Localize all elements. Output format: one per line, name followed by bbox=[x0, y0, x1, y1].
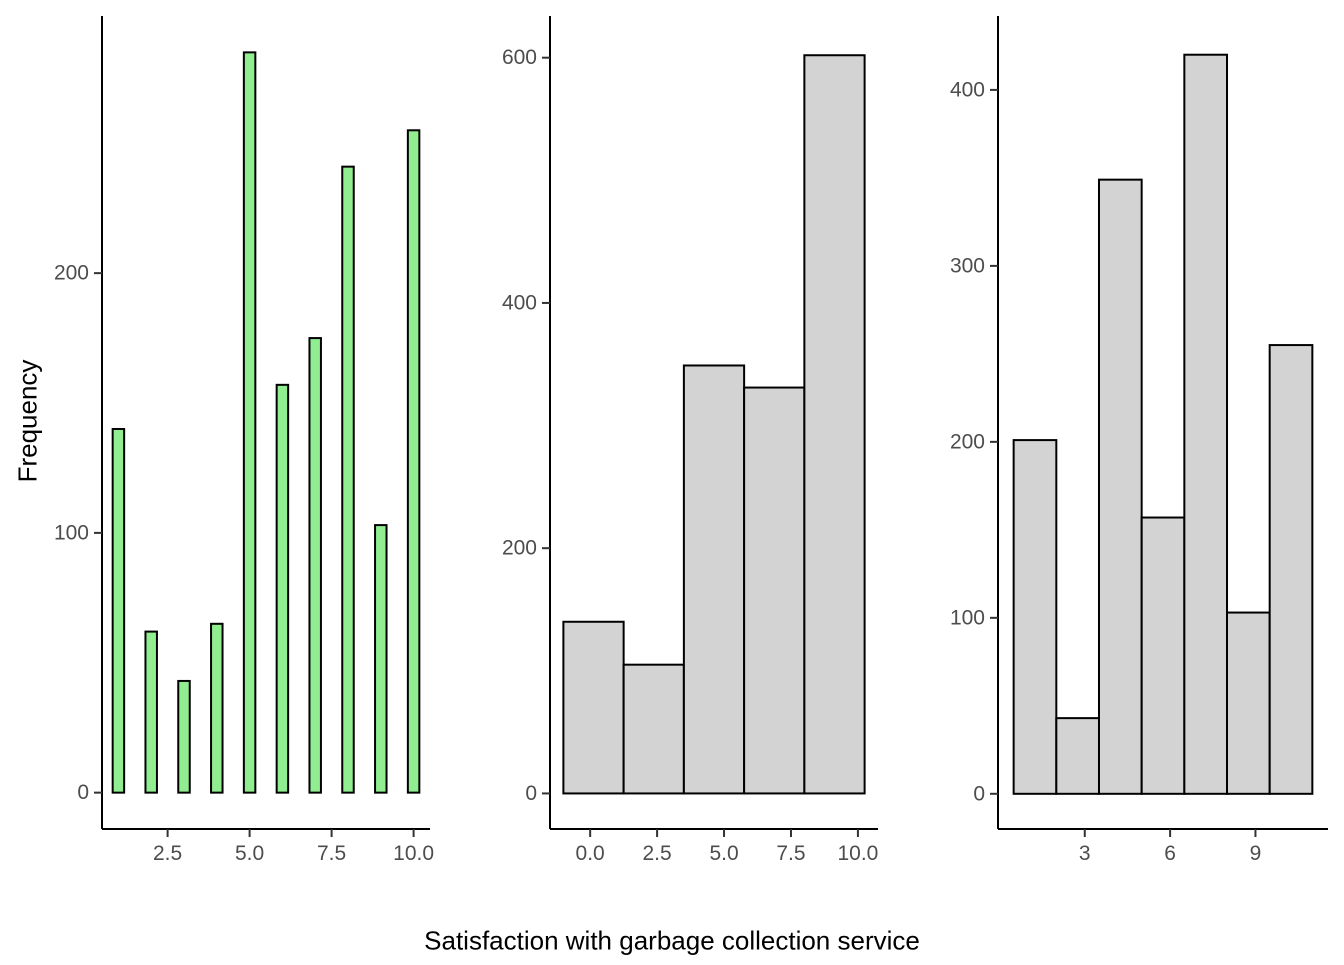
y-axis-title: Frequency bbox=[12, 359, 43, 483]
x-tick-label: 6 bbox=[1164, 842, 1176, 865]
x-tick-label: 10.0 bbox=[837, 842, 878, 865]
y-tick-label: 100 bbox=[54, 521, 89, 544]
bar bbox=[275, 383, 290, 794]
y-tick-label: 200 bbox=[502, 537, 537, 560]
y-tick-label: 200 bbox=[950, 430, 985, 453]
bar bbox=[1097, 178, 1143, 795]
y-tick-label: 400 bbox=[950, 78, 985, 101]
x-tick-label: 7.5 bbox=[317, 842, 346, 865]
bar bbox=[1055, 717, 1100, 795]
bar bbox=[406, 129, 421, 794]
bar bbox=[1183, 53, 1229, 795]
y-tick-label: 400 bbox=[502, 291, 537, 314]
y-tick-label: 0 bbox=[973, 782, 985, 805]
y-tick-label: 300 bbox=[950, 254, 985, 277]
bar bbox=[242, 51, 257, 794]
x-tick-label: 7.5 bbox=[776, 842, 805, 865]
x-tick-label: 5.0 bbox=[235, 842, 264, 865]
bar bbox=[374, 524, 388, 794]
bar bbox=[682, 364, 746, 795]
bar bbox=[743, 386, 806, 795]
y-tick-label: 100 bbox=[950, 606, 985, 629]
bar bbox=[622, 663, 685, 795]
bar bbox=[562, 620, 625, 795]
bar bbox=[1226, 611, 1271, 795]
x-tick-label: 2.5 bbox=[643, 842, 672, 865]
y-tick-label: 200 bbox=[54, 262, 89, 285]
x-tick-label: 5.0 bbox=[709, 842, 738, 865]
bar bbox=[308, 337, 322, 794]
bar bbox=[111, 427, 126, 794]
y-tick-label: 0 bbox=[77, 781, 89, 804]
x-tick-label: 3 bbox=[1079, 842, 1091, 865]
x-axis-title: Satisfaction with garbage collection ser… bbox=[424, 925, 920, 956]
y-tick-label: 0 bbox=[525, 782, 537, 805]
bars bbox=[562, 54, 866, 795]
bar bbox=[144, 630, 158, 794]
histogram-panel-2: 0 200 400 600 0.0 2.5 5.0 7.5 10.0 bbox=[502, 16, 878, 865]
bar bbox=[177, 679, 191, 794]
x-tick-label: 2.5 bbox=[153, 842, 182, 865]
bar bbox=[341, 165, 355, 794]
bar bbox=[1140, 516, 1186, 795]
bar bbox=[1268, 344, 1314, 795]
bar bbox=[210, 622, 224, 794]
bar bbox=[803, 54, 866, 795]
bar bbox=[1012, 439, 1058, 795]
x-tick-label: 0.0 bbox=[576, 842, 605, 865]
histogram-panel-1: 0 100 200 2.5 5.0 7.5 10.0 bbox=[54, 16, 434, 865]
bars bbox=[1012, 53, 1314, 795]
x-tick-label: 9 bbox=[1250, 842, 1262, 865]
bars bbox=[111, 51, 421, 794]
y-tick-label: 600 bbox=[502, 46, 537, 69]
x-tick-label: 10.0 bbox=[393, 842, 434, 865]
histogram-panel-3: 0 100 200 300 400 3 6 9 bbox=[950, 16, 1328, 865]
